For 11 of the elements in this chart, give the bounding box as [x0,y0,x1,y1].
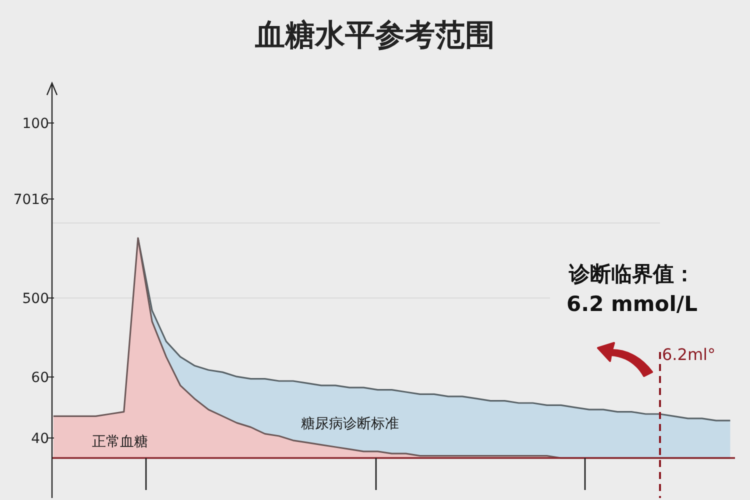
text: 60 [31,370,49,386]
text: 7016 [13,192,50,208]
annotation: 6.2 mmol/L [566,292,698,316]
chart-title: 血糖水平参考范围 [254,18,495,53]
series-label: 糖尿病诊断标准 [301,416,399,432]
text: 500 [22,291,49,307]
series-label: 正常血糖 [92,434,148,450]
annotation: 诊断临界值： [568,262,695,286]
text: 40 [31,431,49,447]
text: 100 [22,116,49,132]
annotation: 6.2ml° [662,345,716,364]
